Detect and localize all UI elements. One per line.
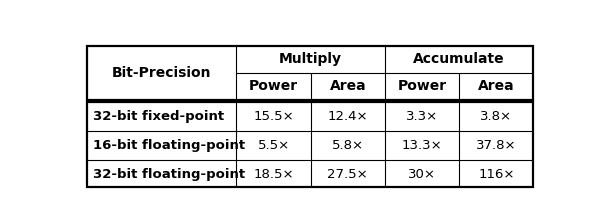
Bar <box>87 46 533 100</box>
Text: 30×: 30× <box>408 168 436 181</box>
Text: 15.5×: 15.5× <box>253 110 294 123</box>
Text: Multiply: Multiply <box>279 52 343 66</box>
Text: Accumulate: Accumulate <box>414 52 505 66</box>
Text: 16-bit floating-point: 16-bit floating-point <box>93 139 244 152</box>
Text: Bit-Precision: Bit-Precision <box>112 66 211 80</box>
Text: 32-bit floating-point: 32-bit floating-point <box>93 168 244 181</box>
Text: 3.3×: 3.3× <box>406 110 438 123</box>
Text: 5.8×: 5.8× <box>332 139 364 152</box>
Text: 12.4×: 12.4× <box>327 110 368 123</box>
Text: Power: Power <box>249 79 298 93</box>
Text: 5.5×: 5.5× <box>258 139 290 152</box>
Text: 37.8×: 37.8× <box>476 139 517 152</box>
Text: Area: Area <box>478 79 515 93</box>
Text: 32-bit fixed-point: 32-bit fixed-point <box>93 110 223 123</box>
Text: 13.3×: 13.3× <box>402 139 442 152</box>
Text: 116×: 116× <box>478 168 515 181</box>
Text: Area: Area <box>329 79 366 93</box>
Bar <box>87 102 533 187</box>
Text: 3.8×: 3.8× <box>480 110 512 123</box>
Text: Power: Power <box>397 79 447 93</box>
Text: 27.5×: 27.5× <box>327 168 368 181</box>
Text: 18.5×: 18.5× <box>253 168 294 181</box>
